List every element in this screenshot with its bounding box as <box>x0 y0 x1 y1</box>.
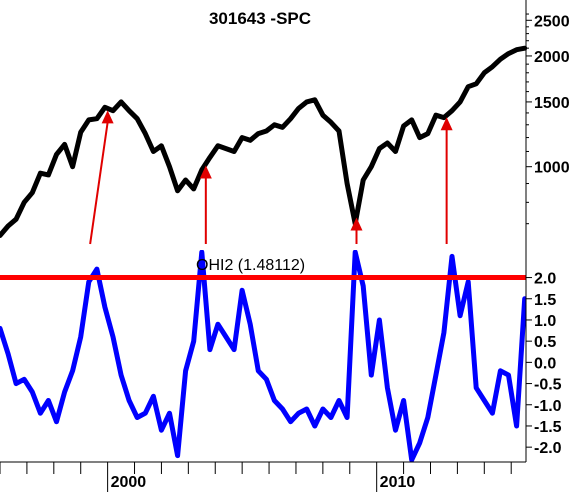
upper-ytick-label-0: 1000 <box>534 160 570 177</box>
lower-ytick-label-4: 0.0 <box>534 355 556 372</box>
xtick-label-0: 2000 <box>111 474 147 491</box>
upper-ytick-label-1: 1500 <box>534 95 570 112</box>
oscillator-panel <box>0 250 526 462</box>
axes: 1000 1500 2000 2500 -2.0 -1.5 -1.0 -0.5 0.0 0.5 1.… <box>0 0 570 492</box>
lower-ytick-label-6: 1.0 <box>534 313 556 330</box>
arrow-head-3 <box>350 217 363 231</box>
arrow-shaft-1 <box>89 122 109 245</box>
chart-title: 301643 -SPC <box>209 9 311 28</box>
oscillator-legend: OHI2 (1.48112) <box>196 257 305 274</box>
lower-ytick-label-3: -0.5 <box>534 377 562 394</box>
lower-ytick-label-1: -1.5 <box>534 419 562 436</box>
lower-ytick-label-5: 0.5 <box>534 334 556 351</box>
arrow-head-1 <box>101 110 114 124</box>
arrow-head-2 <box>199 165 212 179</box>
oscillator-line <box>0 250 526 462</box>
arrow-head-4 <box>440 117 453 131</box>
price-line <box>0 45 528 238</box>
lower-ytick-label-7: 1.5 <box>534 292 556 309</box>
xtick-label-1: 2010 <box>380 474 416 491</box>
price-panel <box>0 45 528 238</box>
upper-ytick-label-3: 2500 <box>534 13 570 30</box>
lower-ytick-label-0: -2.0 <box>534 440 562 457</box>
signal-arrows <box>89 110 453 245</box>
lower-ytick-label-8: 2.0 <box>534 271 556 288</box>
upper-ytick-label-2: 2000 <box>534 49 570 66</box>
lower-ytick-label-2: -1.0 <box>534 398 562 415</box>
